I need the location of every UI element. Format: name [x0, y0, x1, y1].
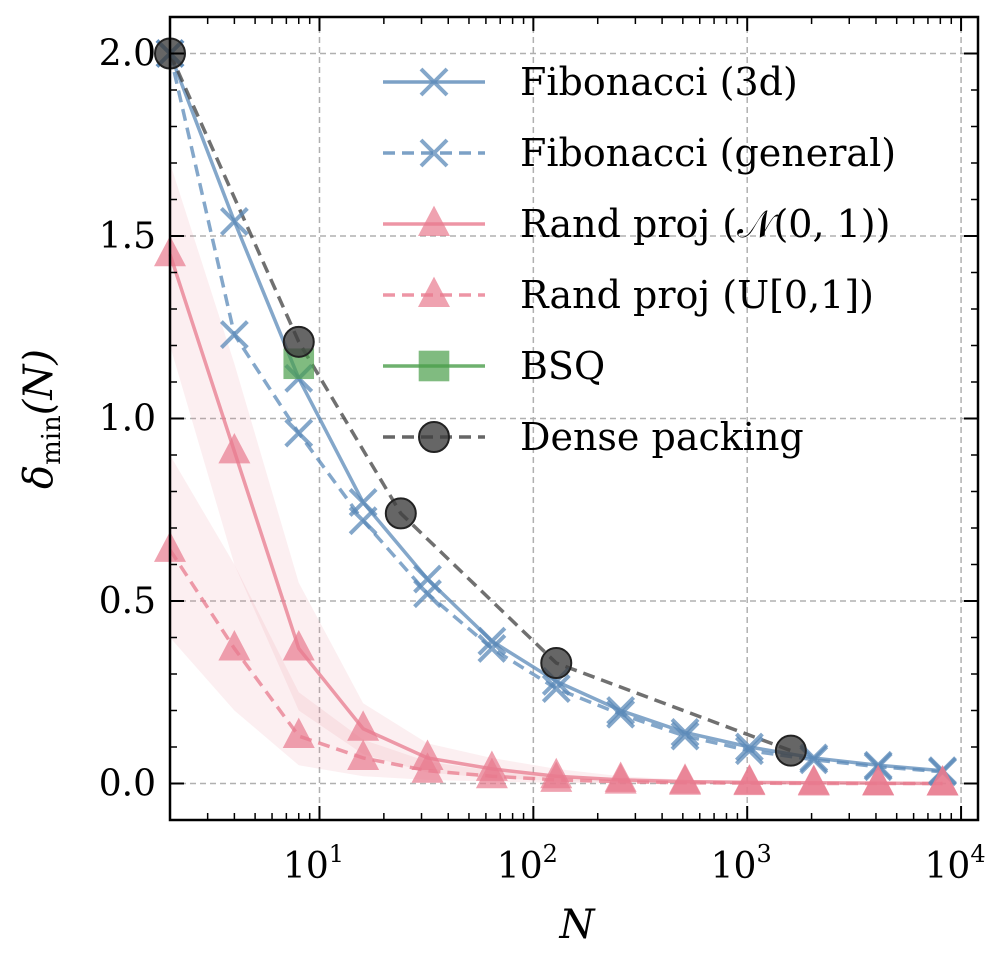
y-tick-label: 2.0: [99, 34, 156, 75]
x-tick-base: 10: [925, 846, 971, 887]
y-tick-label: 1.0: [99, 399, 156, 440]
x-tick-exponent: 4: [970, 840, 985, 868]
y-tick-label: 0.0: [99, 764, 156, 805]
data-point: [284, 418, 314, 448]
legend-label: Rand proj (U[0,1]): [520, 273, 874, 317]
data-point: [282, 325, 315, 358]
data-point: [733, 764, 766, 796]
data-point: [282, 717, 315, 749]
x-tick-label: 104: [925, 840, 986, 887]
y-axis-label-arg: (N): [16, 349, 62, 415]
grid-lines: [170, 17, 978, 820]
data-point: [477, 626, 507, 656]
data-point: [384, 497, 417, 530]
x-axis-label: N: [559, 902, 597, 948]
data-point: [413, 564, 442, 594]
y-axis-label: δmin(N): [16, 349, 67, 489]
data-point: [413, 579, 442, 609]
data-point: [606, 699, 636, 729]
data-point: [347, 710, 380, 741]
legend-marker: [418, 276, 450, 307]
data-point: [540, 647, 573, 680]
data-point: [218, 432, 251, 464]
legend-marker: [418, 421, 450, 453]
data-point: [541, 674, 571, 704]
y-axis-label-main: δ: [16, 465, 62, 489]
x-tick-exponent: 1: [329, 840, 344, 868]
y-tick-label: 0.5: [99, 581, 156, 622]
data-point: [670, 721, 700, 751]
x-tick-label: 103: [711, 840, 772, 887]
legend-marker: [418, 350, 450, 382]
data-point: [219, 206, 249, 236]
data-point: [669, 764, 702, 795]
data-point: [348, 506, 378, 536]
data-point: [797, 765, 830, 796]
axis-ticks: [169, 16, 978, 821]
data-point: [477, 634, 507, 663]
x-tick-base: 10: [497, 846, 543, 887]
data-point: [670, 717, 700, 747]
legend: Fibonacci (3d) Fibonacci (general) Rand pr…: [383, 60, 896, 459]
data-point: [475, 757, 508, 789]
x-tick-base: 10: [711, 846, 757, 887]
legend-label: Fibonacci (3d): [520, 60, 798, 104]
data-point: [734, 732, 764, 762]
x-tick-label: 102: [497, 840, 558, 887]
data-point: [540, 761, 573, 792]
legend-label: Rand proj (𝒩(0, 1)): [520, 202, 890, 246]
legend-label: BSQ: [520, 344, 605, 388]
legend-label: Fibonacci (general): [520, 131, 896, 175]
x-tick-label: 101: [283, 840, 344, 887]
x-tick-exponent: 3: [756, 840, 771, 868]
data-point: [926, 765, 959, 796]
data-point: [606, 696, 636, 725]
legend-marker: [418, 205, 450, 236]
y-axis-label-sub: min: [37, 415, 67, 465]
data-point: [347, 739, 380, 770]
data-point: [862, 765, 895, 796]
data-point: [411, 752, 444, 783]
data-point: [774, 734, 807, 767]
data-point: [734, 736, 764, 766]
legend-label: Dense packing: [520, 415, 804, 459]
legend-marker: [419, 138, 449, 168]
y-tick-label: 1.5: [99, 216, 156, 257]
data-point: [604, 763, 637, 794]
legend-marker: [419, 67, 449, 97]
data-point: [219, 320, 249, 349]
x-tick-exponent: 2: [543, 840, 558, 868]
x-tick-base: 10: [283, 846, 329, 887]
data-point: [282, 630, 315, 661]
data-point: [218, 630, 251, 661]
